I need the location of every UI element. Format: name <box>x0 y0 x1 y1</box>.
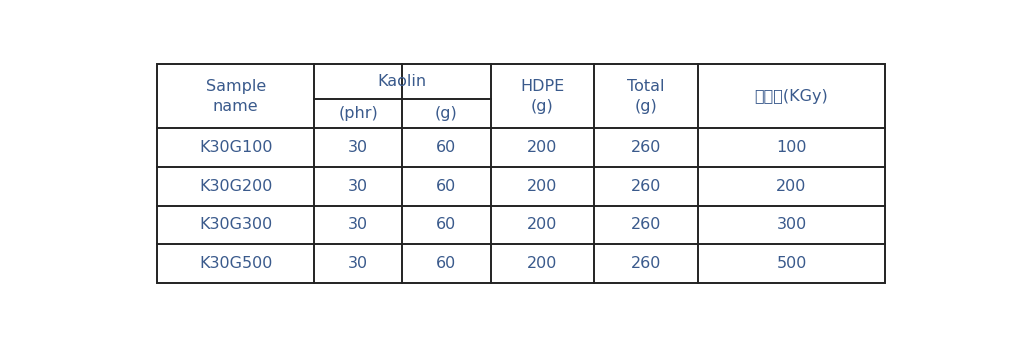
Text: 60: 60 <box>436 217 457 232</box>
Text: 30: 30 <box>348 179 368 194</box>
Text: 200: 200 <box>527 217 557 232</box>
Text: 260: 260 <box>631 217 661 232</box>
Text: 260: 260 <box>631 140 661 155</box>
Text: 260: 260 <box>631 256 661 271</box>
Text: 60: 60 <box>436 140 457 155</box>
Text: K30G200: K30G200 <box>199 179 273 194</box>
Text: 200: 200 <box>776 179 806 194</box>
Text: HDPE
(g): HDPE (g) <box>520 79 564 114</box>
Text: 60: 60 <box>436 256 457 271</box>
Text: K30G500: K30G500 <box>199 256 273 271</box>
Text: 300: 300 <box>776 217 806 232</box>
Text: K30G300: K30G300 <box>199 217 273 232</box>
Text: Sample
name: Sample name <box>205 79 265 114</box>
Text: Kaolin: Kaolin <box>378 74 427 89</box>
Text: 500: 500 <box>776 256 806 271</box>
Text: (phr): (phr) <box>339 106 378 121</box>
Bar <box>157 64 886 283</box>
Text: 30: 30 <box>348 217 368 232</box>
Text: 조사량(KGy): 조사량(KGy) <box>755 89 828 104</box>
Text: 30: 30 <box>348 140 368 155</box>
Text: 200: 200 <box>527 140 557 155</box>
Text: 100: 100 <box>776 140 806 155</box>
Text: 260: 260 <box>631 179 661 194</box>
Text: (g): (g) <box>435 106 458 121</box>
Text: 30: 30 <box>348 256 368 271</box>
Text: K30G100: K30G100 <box>199 140 273 155</box>
Text: 200: 200 <box>527 179 557 194</box>
Text: 60: 60 <box>436 179 457 194</box>
Text: Total
(g): Total (g) <box>627 79 664 114</box>
Text: 200: 200 <box>527 256 557 271</box>
